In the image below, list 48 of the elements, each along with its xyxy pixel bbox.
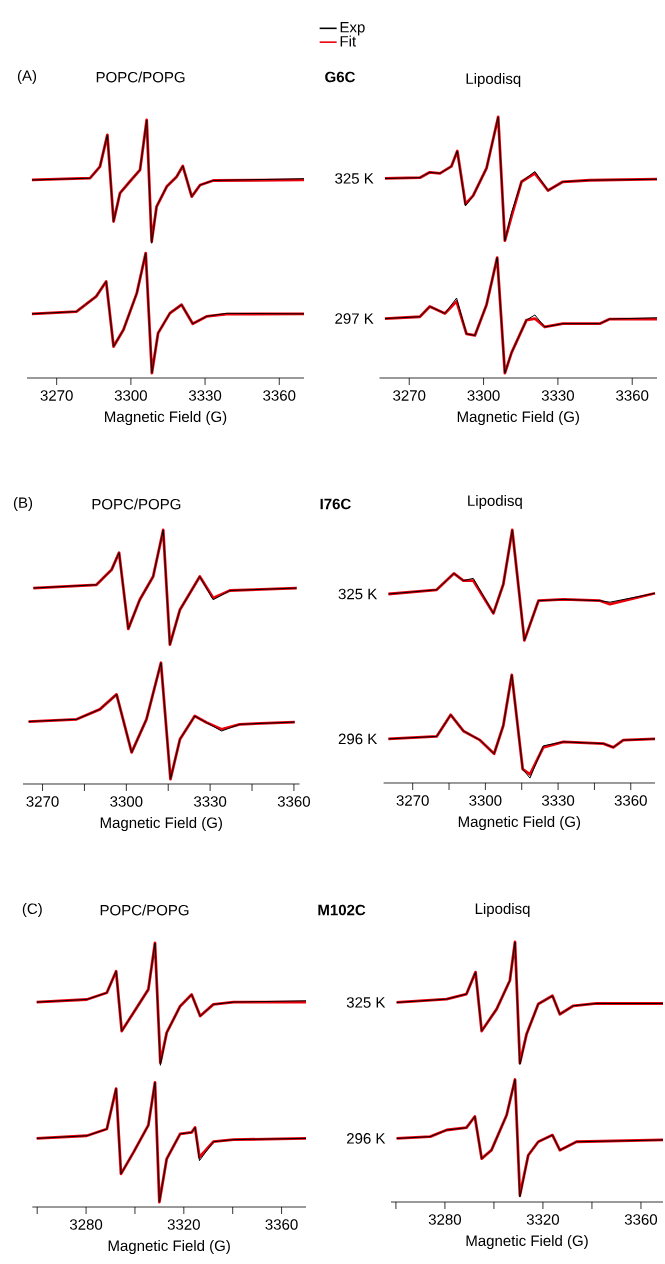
x-tick-label: 3330 xyxy=(541,390,574,401)
x-tick-label: 3320 xyxy=(167,1219,200,1230)
text: (B) xyxy=(13,497,33,511)
x-axis-title: Magnetic Field (G) xyxy=(108,1240,230,1254)
legend-label: Fit xyxy=(340,35,357,47)
x-tick-label: 3360 xyxy=(616,390,649,401)
chart-title: Lipodisq xyxy=(466,72,521,87)
annotation: 296 K xyxy=(338,733,378,745)
legend-label: Exp xyxy=(340,22,365,36)
x-tick-label: 3270 xyxy=(26,796,59,807)
annotation: 297 K xyxy=(335,313,374,324)
x-axis-title: Magnetic Field (G) xyxy=(100,817,222,831)
chart-title: POPC/POPG xyxy=(96,71,185,83)
x-axis-title: Magnetic Field (G) xyxy=(466,1235,588,1249)
x-axis-title: Magnetic Field (G) xyxy=(457,411,579,425)
x-tick-label: 3300 xyxy=(114,390,147,401)
x-axis-title: Magnetic Field (G) xyxy=(105,411,227,425)
x-tick-label: 3280 xyxy=(428,1214,461,1225)
x-axis-title: Magnetic Field (G) xyxy=(458,816,581,830)
x-tick-label: 3300 xyxy=(467,390,500,401)
x-tick-label: 3360 xyxy=(624,1214,658,1225)
x-tick-label: 3360 xyxy=(614,795,647,806)
text: (C) xyxy=(22,903,42,917)
annotation: 325 K xyxy=(346,997,386,1008)
chart-title: POPC/POPG xyxy=(100,904,189,916)
x-tick-label: 3320 xyxy=(526,1214,560,1225)
x-tick-label: 3360 xyxy=(263,390,296,401)
chart-title: Lipodisq xyxy=(475,903,530,917)
text: I76C xyxy=(320,498,351,510)
x-tick-label: 3330 xyxy=(188,390,222,401)
chart-title: POPC/POPG xyxy=(92,498,181,510)
x-tick-label: 3330 xyxy=(194,796,227,807)
x-tick-label: 3280 xyxy=(69,1219,103,1230)
annotation: 325 K xyxy=(338,588,378,600)
x-tick-label: 3300 xyxy=(469,795,502,806)
x-tick-label: 3360 xyxy=(265,1219,298,1230)
text: M102C xyxy=(318,904,366,916)
x-tick-label: 3360 xyxy=(277,796,310,807)
annotation: 325 K xyxy=(335,173,374,184)
chart-title: Lipodisq xyxy=(468,494,522,509)
x-tick-label: 3270 xyxy=(393,390,426,401)
x-tick-label: 3300 xyxy=(110,796,143,807)
annotation: 296 K xyxy=(346,1133,386,1144)
x-tick-label: 3270 xyxy=(40,390,73,401)
text: (A) xyxy=(17,69,37,84)
x-tick-label: 3270 xyxy=(396,795,429,806)
x-tick-label: 3330 xyxy=(541,795,575,806)
text: G6C xyxy=(325,71,356,83)
